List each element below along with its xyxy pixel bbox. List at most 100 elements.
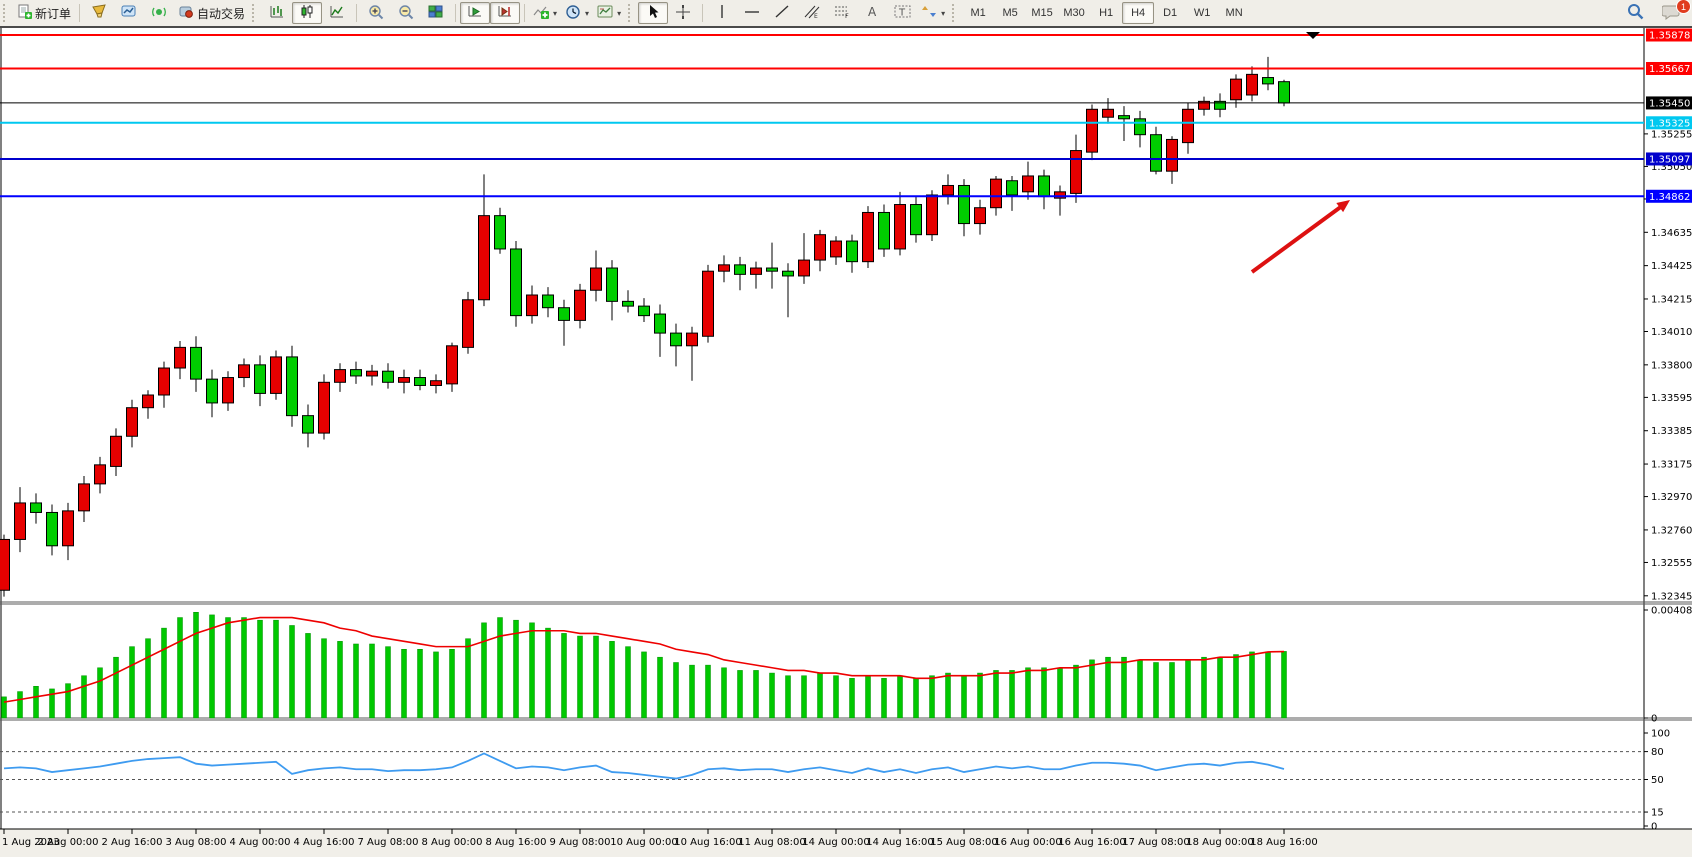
toolbar-grip[interactable] (952, 4, 959, 22)
templates-button[interactable]: ▾ (593, 2, 625, 24)
macd-histogram-bar (1249, 651, 1255, 719)
bar-chart-button[interactable] (262, 2, 292, 24)
signals-button[interactable] (144, 2, 174, 24)
macd-histogram-bar (1201, 656, 1207, 719)
toolbar-grip[interactable] (252, 4, 259, 22)
macd-histogram-bar (497, 617, 503, 719)
chart-canvas[interactable]: 1.352551.350501.348451.346351.344251.342… (0, 28, 1692, 857)
macd-histogram-bar (561, 633, 567, 719)
top-marker-triangle[interactable] (1306, 32, 1320, 39)
date-label: 18 Aug 16:00 (1250, 837, 1317, 848)
arrows-icon (921, 4, 937, 22)
macd-histogram-bar (833, 675, 839, 719)
candle-body (0, 538, 10, 591)
chart-background (0, 28, 1692, 829)
vertical-line-icon (716, 4, 728, 22)
zoom-out-button[interactable] (391, 2, 421, 24)
price-tick-label: 1.33595 (1651, 393, 1692, 404)
macd-histogram-bar (993, 670, 999, 719)
macd-histogram-bar (481, 622, 487, 719)
timeframe-button-w1[interactable]: W1 (1193, 7, 1211, 19)
cursor-button[interactable] (638, 2, 669, 24)
price-line-badge (1646, 189, 1692, 203)
auto-scroll-button[interactable] (460, 2, 491, 24)
timeframe-toolbar: M1 M5 M15 M30 H1 H4 D1 W1 MN (962, 2, 1250, 24)
timeframe-button-m15[interactable]: M15 (1031, 7, 1053, 19)
date-label: 7 Aug 08:00 (357, 837, 418, 848)
date-label: 10 Aug 16:00 (674, 837, 741, 848)
timeframe-button-d1[interactable]: D1 (1163, 7, 1178, 19)
notifications-button[interactable]: 1 (1656, 0, 1691, 24)
toolbar-grip[interactable] (3, 4, 10, 22)
cursor-arrow-icon (646, 4, 660, 22)
macd-histogram-bar (1233, 654, 1239, 719)
macd-histogram-bar (401, 649, 407, 719)
price-tick-label: 1.33800 (1651, 360, 1692, 371)
indicators-button[interactable]: ▾ (529, 2, 561, 24)
periods-button[interactable]: ▾ (561, 2, 593, 24)
macd-histogram-bar (1281, 651, 1287, 719)
toolbar-grip[interactable] (628, 4, 635, 22)
macd-histogram-bar (225, 617, 231, 719)
horizontal-line-icon (744, 4, 760, 22)
tile-windows-button[interactable] (421, 2, 451, 24)
date-label: 14 Aug 16:00 (866, 837, 933, 848)
macd-histogram-bar (417, 649, 423, 719)
macd-histogram-bar (881, 678, 887, 719)
macd-histogram-bar (305, 633, 311, 719)
vertical-line-button[interactable] (707, 2, 737, 24)
candle-body (14, 502, 26, 540)
line-chart-button[interactable] (322, 2, 352, 24)
macd-histogram-bar (289, 625, 295, 719)
timeframe-button-mn[interactable]: MN (1225, 7, 1243, 19)
timeframe-button-h4[interactable]: H4 (1122, 2, 1155, 24)
dropdown-arrow-icon: ▾ (617, 8, 622, 18)
macd-histogram-bar (161, 627, 167, 719)
chart-shift-button[interactable] (490, 2, 521, 24)
price-line-badge-label: 1.35667 (1649, 64, 1690, 75)
candle-body (846, 240, 858, 263)
text-label-button[interactable]: T (887, 2, 917, 24)
equidistant-channel-button[interactable]: E (797, 2, 827, 24)
candle-body (366, 370, 378, 377)
trend-line-button[interactable] (767, 2, 797, 24)
timeframe-button-m5[interactable]: M5 (1002, 7, 1018, 19)
dropdown-arrow-icon: ▾ (941, 8, 946, 18)
trend-arrow-shaft[interactable] (1250, 204, 1344, 274)
zoom-in-button[interactable] (361, 2, 391, 24)
svg-text:F: F (845, 12, 849, 19)
text-icon: A (866, 4, 879, 22)
candle-body (62, 510, 74, 547)
candle-body (542, 294, 554, 309)
main-toolbar: 新订单 自动交易 (0, 0, 1692, 27)
price-tick-label: 1.33385 (1651, 426, 1692, 437)
candle-body (1086, 108, 1098, 153)
auto-scroll-icon (467, 4, 483, 22)
arrows-button[interactable]: ▾ (917, 2, 949, 24)
auto-trading-button[interactable]: 自动交易 (174, 2, 249, 24)
market-depth-button[interactable] (84, 2, 114, 24)
text-button[interactable]: A (857, 2, 887, 24)
trend-arrow-head[interactable] (1336, 200, 1350, 213)
candle-body (670, 332, 682, 347)
macd-histogram-bar (625, 646, 631, 719)
crosshair-button[interactable] (668, 2, 698, 24)
candle-body (974, 207, 986, 225)
candle-body (782, 270, 794, 277)
horizontal-line-button[interactable] (737, 2, 767, 24)
timeframe-button-h1[interactable]: H1 (1099, 7, 1114, 19)
macd-histogram-bar (1089, 659, 1095, 719)
fibonacci-button[interactable]: F (827, 2, 857, 24)
chart-window[interactable]: ▼ USDCAD-,H4 1.35584 1.35596 1.35429 1.3… (0, 26, 1692, 857)
price-tick-label: 1.33175 (1651, 460, 1692, 471)
timeframe-button-m1[interactable]: M1 (970, 7, 986, 19)
chart-window-button[interactable] (114, 2, 144, 24)
candle-body (1054, 191, 1066, 199)
candle-body (1102, 108, 1114, 118)
candle-body (286, 356, 298, 417)
macd-histogram-bar (769, 672, 775, 719)
new-order-button[interactable]: 新订单 (13, 2, 75, 24)
search-button[interactable] (1620, 2, 1650, 24)
timeframe-button-m30[interactable]: M30 (1063, 7, 1085, 19)
candlestick-chart-button[interactable] (292, 2, 323, 24)
